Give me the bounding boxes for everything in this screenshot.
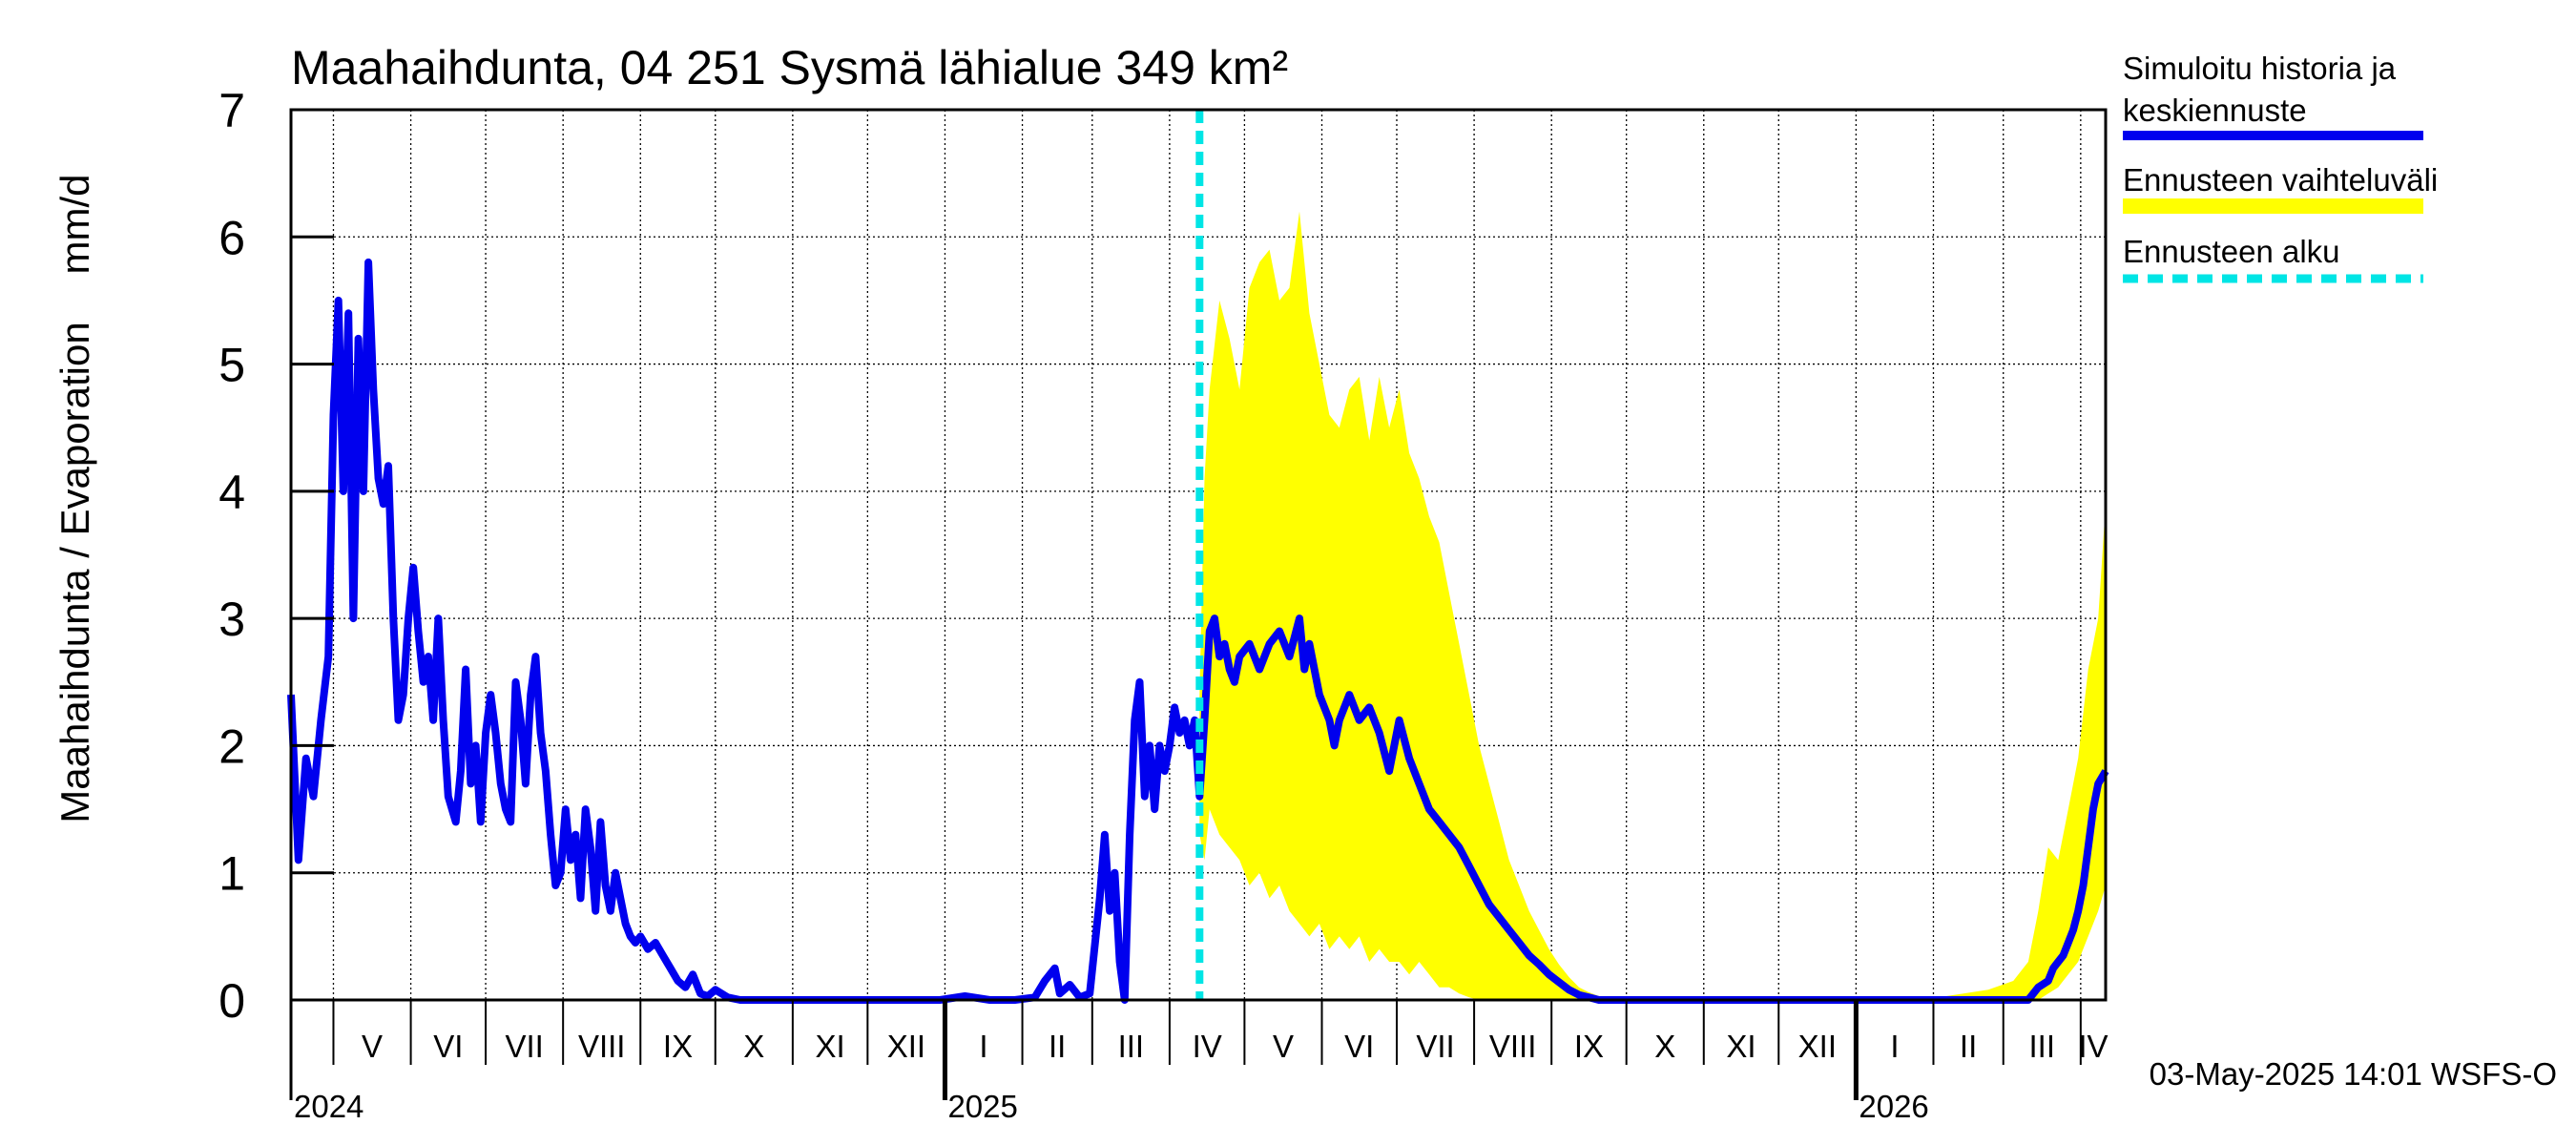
chart-title: Maahaihdunta, 04 251 Sysmä lähialue 349 … [291, 41, 1288, 94]
x-tick-label: I [1890, 1029, 1899, 1064]
year-label: 2024 [294, 1089, 364, 1124]
y-tick-label: 7 [218, 84, 245, 137]
y-tick-label: 6 [218, 211, 245, 264]
x-tick-label: XI [816, 1029, 845, 1064]
x-tick-label: XII [887, 1029, 925, 1064]
x-tick-label: VI [433, 1029, 463, 1064]
x-tick-label: III [2029, 1029, 2056, 1064]
x-tick-label: IV [1193, 1029, 1222, 1064]
y-axis-label: Maahaihdunta / Evaporation [52, 322, 97, 822]
series-line [287, 258, 2109, 1004]
x-tick-label: V [1273, 1029, 1294, 1064]
x-tick-label: V [362, 1029, 383, 1064]
y-tick-label: 4 [218, 466, 245, 519]
x-tick-label: II [1049, 1029, 1066, 1064]
plot-border [289, 108, 2108, 1002]
x-tick-label: VIII [578, 1029, 626, 1064]
x-tick-label: IV [2078, 1029, 2108, 1064]
y-tick-label: 1 [218, 847, 245, 901]
x-tick-label: VIII [1489, 1029, 1537, 1064]
y-tick-label: 0 [218, 974, 245, 1028]
legend-series-label-line1: Simuloitu historia ja [2123, 51, 2397, 86]
grid-lines [291, 109, 2106, 1000]
legend: Simuloitu historia ja keskiennuste Ennus… [2123, 51, 2438, 283]
x-tick-label: VII [1416, 1029, 1454, 1064]
x-tick-label: XI [1726, 1029, 1755, 1064]
x-tick-label: IX [1574, 1029, 1604, 1064]
plot-frame [289, 108, 2108, 1002]
legend-forecast-label: Ennusteen alku [2123, 234, 2340, 269]
forecast-range-band [1199, 211, 2106, 1001]
x-tick-label: I [979, 1029, 987, 1064]
year-label: 2025 [947, 1089, 1017, 1124]
y-axis-unit: mm/d [52, 175, 97, 275]
footer-timestamp: 03-May-2025 14:01 WSFS-O [2150, 1056, 2557, 1092]
forecast-band-area [1199, 211, 2106, 1001]
x-tick-label: XII [1798, 1029, 1837, 1064]
y-tick-label: 2 [218, 719, 245, 773]
x-tick-label: VI [1344, 1029, 1374, 1064]
legend-series-label-line2: keskiennuste [2123, 93, 2307, 128]
y-tick-label: 3 [218, 593, 245, 646]
x-tick-label: X [1654, 1029, 1675, 1064]
x-tick-label: II [1960, 1029, 1977, 1064]
simulated-series [287, 258, 2109, 1004]
x-tick-label: III [1118, 1029, 1145, 1064]
year-label: 2026 [1859, 1089, 1928, 1124]
legend-band-label: Ennusteen vaihteluväli [2123, 162, 2438, 198]
x-tick-label: VII [505, 1029, 543, 1064]
x-tick-label: X [743, 1029, 764, 1064]
y-tick-label: 5 [218, 339, 245, 392]
y-axis-ticks: 0 1 2 3 4 5 6 7 [218, 84, 334, 1028]
x-tick-label: IX [663, 1029, 693, 1064]
x-axis: V VI VII VIII IX X XI XII I II III IV V VI VII VIII IX X X… [289, 1000, 2109, 1124]
